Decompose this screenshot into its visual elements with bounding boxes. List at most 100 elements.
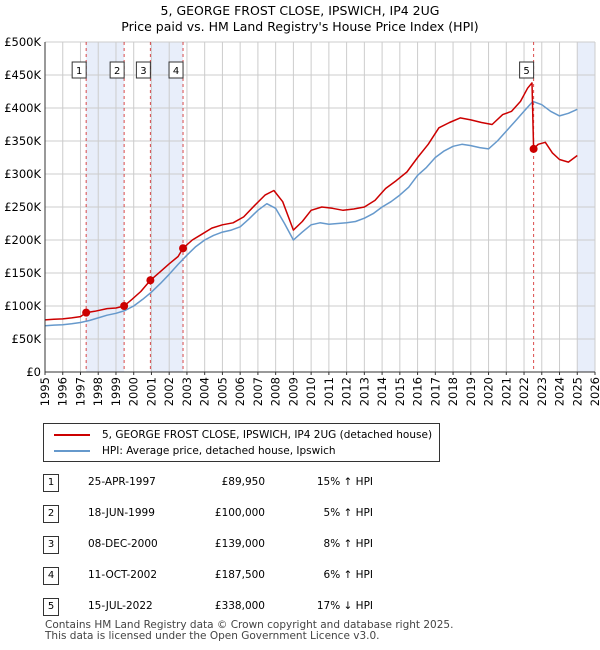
y-tick-label: £250K (4, 200, 41, 214)
series-line-property (44, 82, 578, 321)
x-tick-label: 2020 (482, 377, 496, 406)
y-tick-label: £500K (4, 35, 41, 49)
x-tick-label: 2008 (269, 377, 283, 406)
sale-markers: 1 2 3 4 5 (71, 61, 535, 79)
y-tick-label: £300K (4, 167, 41, 181)
y-tick-label: £150K (4, 266, 41, 280)
sale-marker-box (135, 61, 151, 79)
sale-row: 5 15-JUL-2022 £338,000 17% ↓ HPI (43, 598, 423, 616)
x-tick-label: 2011 (322, 377, 336, 406)
sale-points (82, 144, 538, 317)
sale-number: 5 (43, 598, 59, 616)
x-tick-label: 2023 (535, 377, 549, 406)
sale-row: 3 08-DEC-2000 £139,000 8% ↑ HPI (43, 536, 423, 554)
sale-marker-label: 5 (523, 66, 529, 77)
x-tick-label: 1996 (56, 377, 70, 406)
sale-date: 25-APR-1997 (88, 476, 156, 488)
legend-label-property: 5, GEORGE FROST CLOSE, IPSWICH, IP4 2UG … (102, 429, 433, 441)
sale-date: 15-JUL-2022 (88, 600, 153, 612)
sale-marker: 2 (109, 61, 125, 79)
price-chart: 1 2 3 4 5 £0 £50K £100K £150K £200K £250K £300K £35… (4, 35, 600, 406)
sale-hpi-comparison: 17% ↓ HPI (316, 600, 373, 612)
sale-price: £187,500 (214, 569, 265, 581)
sale-number: 4 (43, 567, 59, 585)
y-tick-label: £350K (4, 134, 41, 148)
x-tick-label: 2003 (180, 377, 194, 406)
series-line-hpi (44, 100, 578, 327)
y-tick-label: £200K (4, 233, 41, 247)
sale-hpi-comparison: 15% ↑ HPI (316, 476, 373, 488)
footer: Contains HM Land Registry data © Crown c… (45, 620, 453, 642)
y-tick-label: £100K (4, 299, 41, 313)
title-line-2: Price paid vs. HM Land Registry's House … (121, 19, 479, 34)
sale-row: 4 11-OCT-2002 £187,500 6% ↑ HPI (43, 567, 423, 585)
sale-row: 1 25-APR-1997 £89,950 15% ↑ HPI (43, 474, 423, 492)
x-tick-label: 2019 (464, 377, 478, 406)
x-tick-label: 2006 (233, 377, 247, 406)
legend-item-hpi: HPI: Average price, detached house, Ipsw… (54, 443, 336, 459)
legend-item-property: 5, GEORGE FROST CLOSE, IPSWICH, IP4 2UG … (54, 427, 432, 443)
x-tick-label: 2002 (162, 377, 176, 406)
sale-marker-box (519, 61, 535, 79)
sale-marker-label: 4 (173, 66, 179, 77)
x-tick-label: 2017 (428, 377, 442, 406)
sale-hpi-comparison: 8% ↑ HPI (323, 538, 373, 550)
sale-date: 08-DEC-2000 (88, 538, 158, 550)
sale-price: £100,000 (214, 507, 265, 519)
x-tick-label: 2000 (127, 377, 141, 406)
y-tick-label: £450K (4, 68, 41, 82)
sale-point (82, 308, 91, 317)
legend: 5, GEORGE FROST CLOSE, IPSWICH, IP4 2UG … (43, 423, 440, 462)
sale-price: £139,000 (214, 538, 265, 550)
sale-number: 1 (43, 474, 59, 492)
sale-marker: 1 (71, 61, 87, 79)
y-tick-label: £50K (12, 332, 42, 346)
x-tick-label: 2012 (340, 377, 354, 406)
x-tick-label: 2005 (215, 377, 229, 406)
x-tick-label: 2018 (446, 377, 460, 406)
x-tick-label: 2015 (393, 377, 407, 406)
sale-marker: 5 (519, 61, 535, 79)
sale-marker-box (71, 61, 87, 79)
sale-price: £338,000 (214, 600, 265, 612)
x-tick-label: 2014 (375, 377, 389, 406)
x-tick-label: 2004 (198, 377, 212, 406)
sale-point (529, 144, 538, 153)
sale-row: 2 18-JUN-1999 £100,000 5% ↑ HPI (43, 505, 423, 523)
x-tick-label: 2026 (588, 377, 600, 406)
x-tick-label: 1997 (73, 377, 87, 406)
sale-price: £89,950 (221, 476, 265, 488)
x-tick-label: 2024 (553, 377, 567, 406)
y-tick-label: £400K (4, 101, 41, 115)
x-tick-label: 2013 (357, 377, 371, 406)
sale-number: 3 (43, 536, 59, 554)
sale-number: 2 (43, 505, 59, 523)
legend-label-hpi: HPI: Average price, detached house, Ipsw… (102, 445, 336, 457)
x-tick-label: 2016 (411, 377, 425, 406)
legend-swatch-hpi (54, 450, 90, 452)
x-tick-labels: 1995 1996 1997 1998 1999 2000 2001 2002 2003 2004… (38, 372, 600, 406)
y-tick-labels: £0 £50K £100K £150K £200K £250K £300K £350K £400… (4, 35, 41, 379)
x-tick-label: 1999 (109, 377, 123, 406)
x-tick-label: 2022 (517, 377, 531, 406)
x-tick-label: 2009 (286, 377, 300, 406)
sale-hpi-comparison: 5% ↑ HPI (323, 507, 373, 519)
sale-marker-label: 2 (114, 66, 120, 77)
chart-title: 5, GEORGE FROST CLOSE, IPSWICH, IP4 2UG … (0, 3, 600, 35)
sale-point (179, 244, 188, 253)
series-lines (44, 82, 578, 327)
legend-swatch-property (54, 434, 90, 436)
sale-point (120, 302, 129, 310)
sale-marker-box (109, 61, 125, 79)
x-tick-label: 1995 (38, 377, 52, 406)
sale-marker-label: 1 (76, 66, 82, 77)
sale-point (146, 276, 155, 285)
y-tick-label: £0 (26, 365, 41, 379)
sale-marker: 3 (135, 61, 151, 79)
sale-marker: 4 (168, 61, 184, 79)
x-tick-label: 1998 (91, 377, 105, 406)
sale-date: 18-JUN-1999 (88, 507, 155, 519)
sale-vertical-lines (85, 42, 535, 372)
sale-date: 11-OCT-2002 (88, 569, 157, 581)
sale-marker-label: 3 (140, 66, 146, 77)
